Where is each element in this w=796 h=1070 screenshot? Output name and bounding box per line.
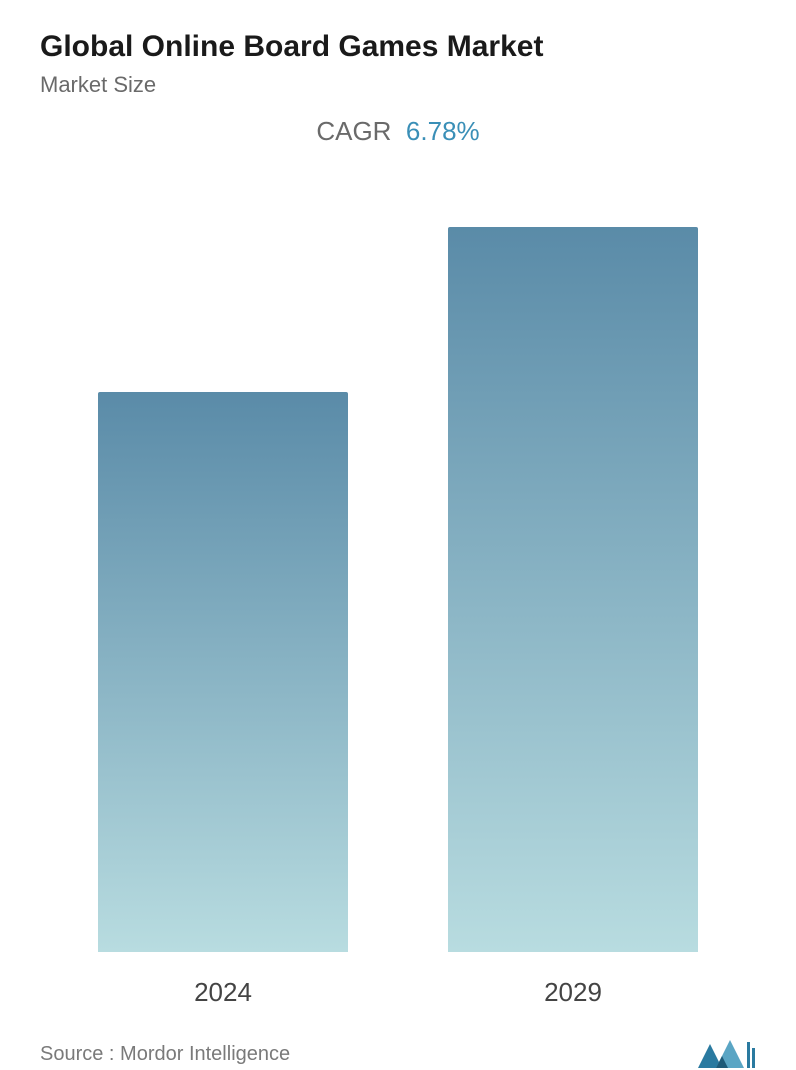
- bar-label-0: 2024: [194, 977, 252, 1008]
- chart-subtitle: Market Size: [40, 72, 756, 98]
- bar-group-0: 2024: [98, 392, 348, 1008]
- cagr-label: CAGR: [316, 116, 391, 146]
- bar-label-1: 2029: [544, 977, 602, 1008]
- bar-0: [98, 392, 348, 952]
- cagr-row: CAGR 6.78%: [40, 116, 756, 147]
- chart-container: Global Online Board Games Market Market …: [0, 0, 796, 1034]
- chart-title: Global Online Board Games Market: [40, 30, 756, 64]
- brand-logo-icon: [696, 1038, 756, 1070]
- bar-chart-area: 2024 2029: [40, 167, 756, 1008]
- cagr-value: 6.78%: [406, 116, 480, 146]
- source-text: Source : Mordor Intelligence: [40, 1043, 290, 1066]
- bar-group-1: 2029: [448, 227, 698, 1008]
- bar-1: [448, 227, 698, 952]
- chart-footer: Source : Mordor Intelligence: [40, 1008, 756, 1070]
